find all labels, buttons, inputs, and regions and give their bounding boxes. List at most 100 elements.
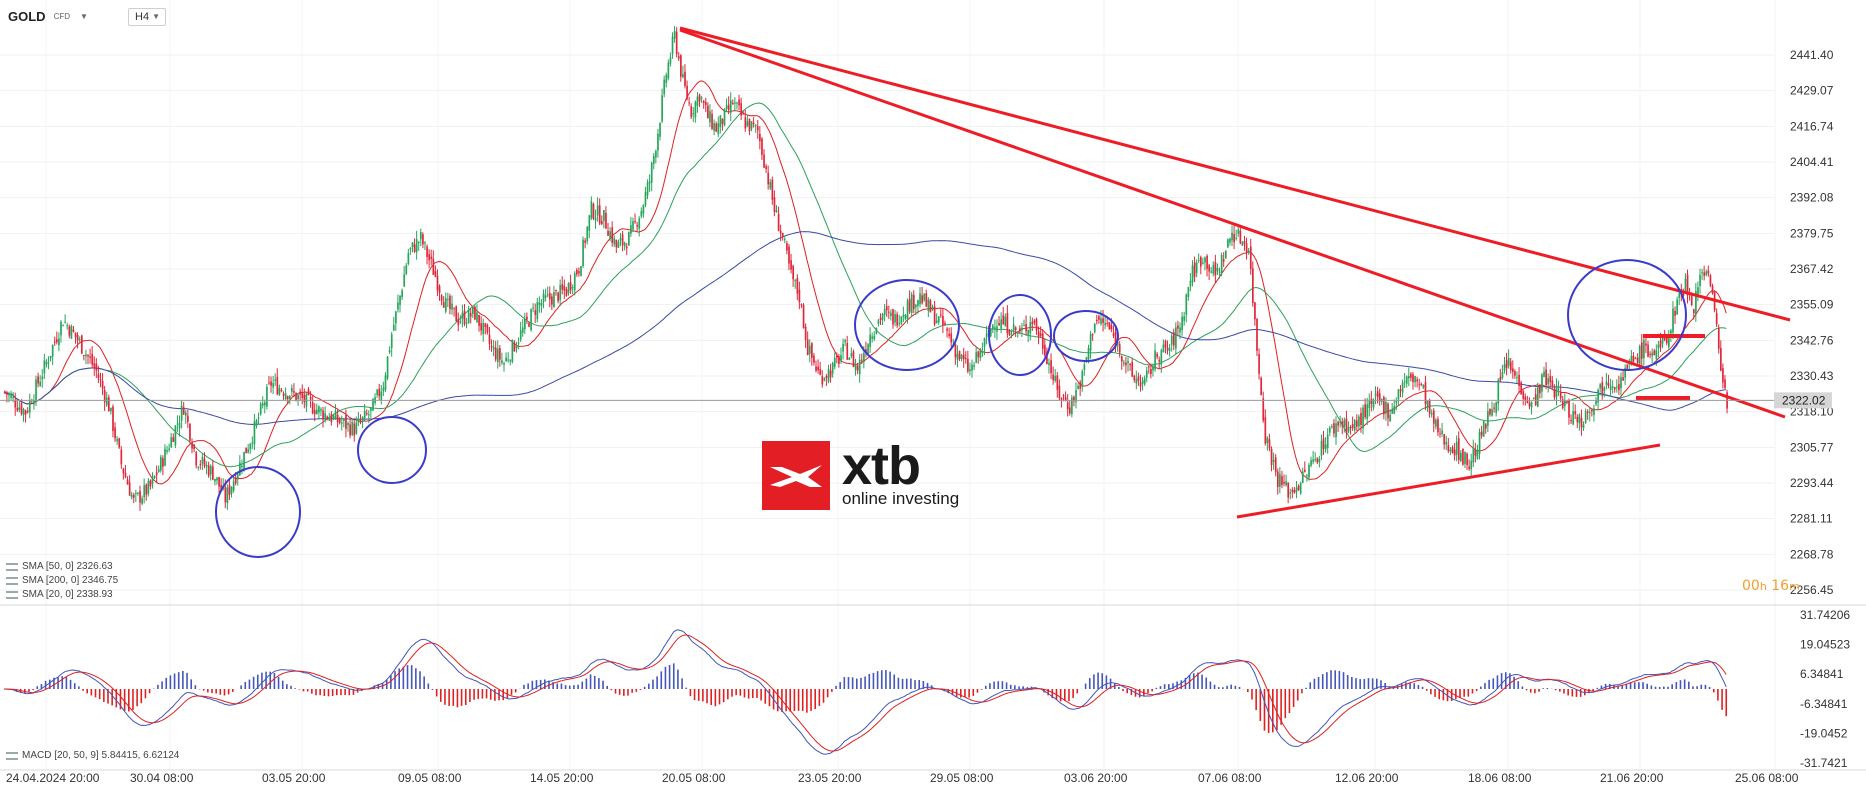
candle-body bbox=[784, 239, 786, 241]
candle-body bbox=[1133, 375, 1136, 381]
candle-body bbox=[378, 388, 381, 397]
candle-body bbox=[1512, 368, 1514, 372]
indicator-icon bbox=[6, 562, 18, 571]
candle-body bbox=[1077, 385, 1079, 390]
candle-body bbox=[1112, 333, 1115, 336]
candle-body bbox=[1364, 404, 1367, 418]
indicator-icon bbox=[6, 576, 18, 585]
candle-body bbox=[1308, 464, 1310, 478]
time-tick-label: 23.05 20:00 bbox=[798, 771, 862, 785]
candle-body bbox=[1509, 361, 1512, 371]
legend-sma200[interactable]: SMA [200, 0] 2346.75 bbox=[6, 575, 118, 586]
candle-body bbox=[1156, 353, 1159, 357]
candle-body bbox=[1172, 332, 1175, 346]
candle-body bbox=[846, 343, 849, 360]
indicator-icon bbox=[6, 751, 18, 760]
candle-body bbox=[977, 351, 980, 358]
candle-body bbox=[603, 209, 605, 222]
candle-body bbox=[619, 238, 622, 241]
timeframe-selector[interactable]: H4 ▼ bbox=[128, 8, 166, 26]
legend-macd[interactable]: MACD [20, 50, 9] 5.84415, 6.62124 bbox=[6, 750, 179, 761]
candle-body bbox=[754, 125, 757, 127]
candle-body bbox=[1676, 299, 1679, 315]
candle-body bbox=[1643, 339, 1645, 359]
candle-body bbox=[1661, 337, 1664, 344]
candle-body bbox=[1245, 243, 1248, 253]
candle-body bbox=[1705, 271, 1708, 275]
candle-body bbox=[1356, 420, 1358, 427]
candle-body bbox=[411, 242, 414, 248]
candle-body bbox=[994, 327, 996, 330]
candle-body bbox=[320, 409, 322, 411]
sma50-line bbox=[3, 102, 1727, 468]
candle-body bbox=[301, 392, 304, 398]
candle-body bbox=[738, 99, 740, 106]
highlight-circle bbox=[854, 279, 960, 371]
candle-body bbox=[854, 364, 857, 371]
candle-body bbox=[1707, 270, 1710, 274]
symbol-selector[interactable]: GOLD CFD ▼ bbox=[8, 6, 88, 26]
candle-body bbox=[1507, 358, 1510, 366]
candle-body bbox=[1366, 404, 1369, 419]
candle-body bbox=[1287, 482, 1290, 498]
candle-body bbox=[1046, 351, 1048, 364]
candle-body bbox=[1555, 385, 1558, 397]
candle-body bbox=[663, 79, 666, 95]
candle-body bbox=[417, 242, 420, 244]
candle-body bbox=[1724, 379, 1726, 389]
candle-body bbox=[680, 55, 682, 77]
legend-sma50[interactable]: SMA [50, 0] 2326.63 bbox=[6, 561, 113, 572]
candle-body bbox=[675, 31, 678, 55]
legend-sma20[interactable]: SMA [20, 0] 2338.93 bbox=[6, 589, 113, 600]
candle-body bbox=[1310, 460, 1312, 466]
candle-body bbox=[759, 133, 761, 142]
candle-body bbox=[155, 472, 158, 476]
candle-body bbox=[1037, 331, 1040, 338]
candle-body bbox=[1632, 355, 1635, 362]
candle-body bbox=[942, 316, 944, 326]
candle-body bbox=[565, 289, 568, 296]
candle-body bbox=[571, 287, 574, 289]
candle-body bbox=[442, 302, 445, 308]
candle-body bbox=[777, 213, 780, 232]
candle-body bbox=[935, 320, 938, 324]
candle-body bbox=[357, 418, 360, 423]
candle-body bbox=[1050, 360, 1052, 374]
candle-body bbox=[499, 348, 501, 360]
candle-body bbox=[638, 218, 641, 229]
candle-body bbox=[195, 452, 198, 466]
candle-body bbox=[688, 102, 691, 104]
candle-body bbox=[447, 299, 449, 301]
candle-body bbox=[686, 85, 688, 99]
candle-body bbox=[488, 334, 491, 344]
candle-body bbox=[975, 352, 978, 363]
price-tick-label: 2367.42 bbox=[1790, 262, 1834, 276]
candle-body bbox=[958, 351, 961, 360]
candle-body bbox=[642, 205, 645, 214]
candle-body bbox=[1337, 421, 1339, 426]
candle-body bbox=[153, 475, 156, 478]
candle-body bbox=[280, 390, 283, 392]
candle-body bbox=[230, 486, 233, 494]
candle-body bbox=[1699, 274, 1701, 286]
candle-body bbox=[1674, 311, 1676, 316]
candle-body bbox=[1695, 291, 1697, 315]
candle-body bbox=[1584, 411, 1587, 423]
candle-body bbox=[1035, 318, 1038, 331]
candle-body bbox=[191, 442, 193, 449]
candle-body bbox=[139, 490, 141, 503]
candle-body bbox=[1399, 389, 1402, 391]
candle-body bbox=[611, 227, 614, 243]
candle-body bbox=[1162, 344, 1165, 352]
countdown-h-unit: h bbox=[1759, 580, 1767, 593]
candle-body bbox=[434, 271, 437, 277]
time-tick-label: 20.05 08:00 bbox=[662, 771, 726, 785]
candle-body bbox=[1582, 424, 1585, 429]
candle-body bbox=[35, 379, 37, 402]
candle-body bbox=[108, 397, 110, 412]
candle-body bbox=[1665, 336, 1668, 344]
candle-body bbox=[860, 359, 863, 361]
candle-body bbox=[1491, 409, 1493, 416]
candle-body bbox=[1526, 400, 1529, 403]
